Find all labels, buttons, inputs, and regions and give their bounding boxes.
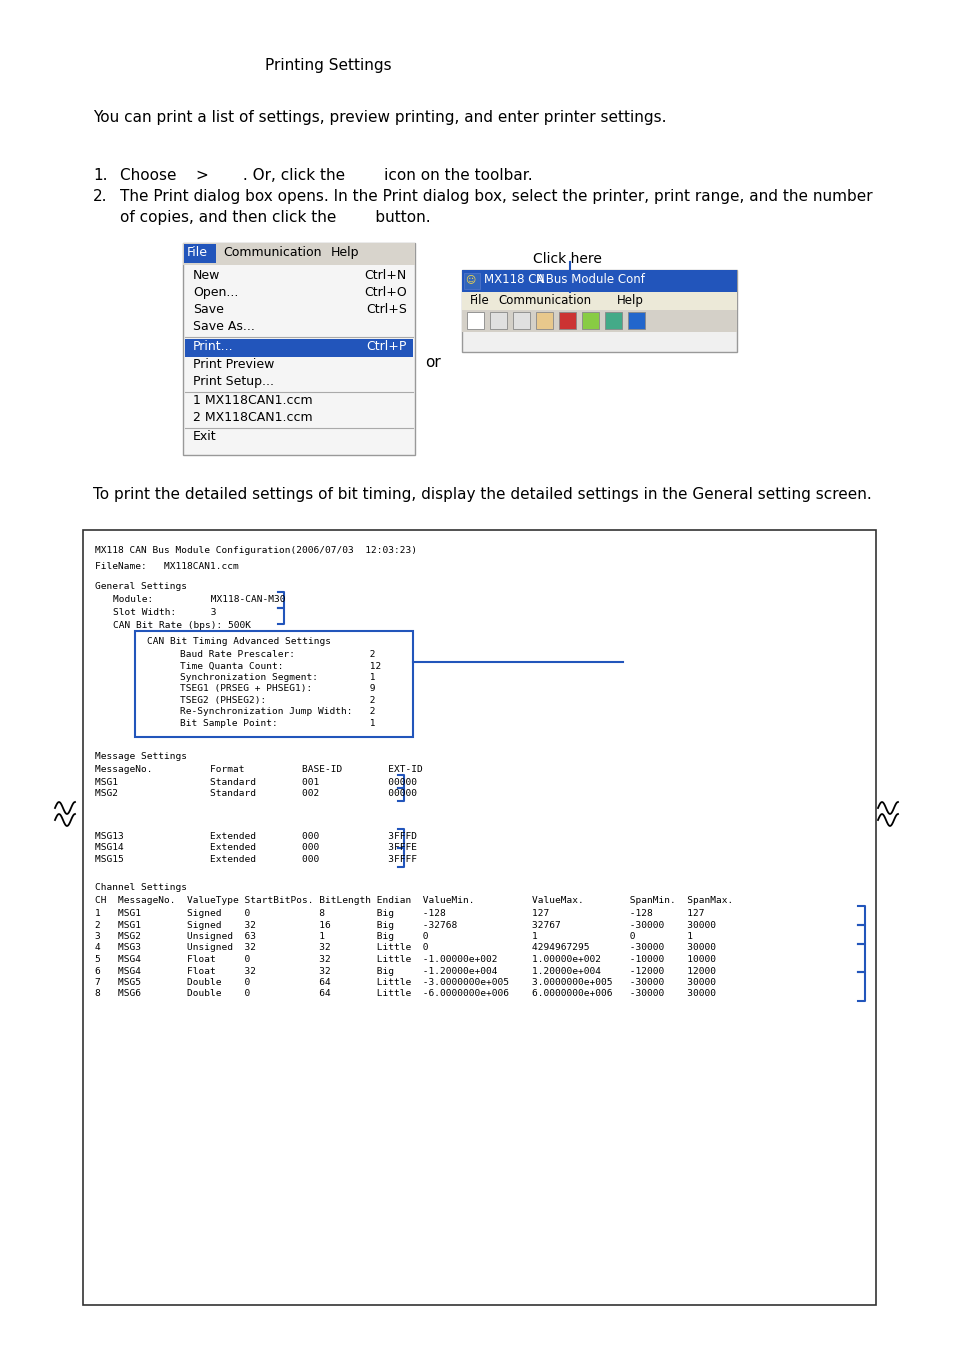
Text: Printing Settings: Printing Settings — [265, 58, 392, 73]
Text: Communication: Communication — [223, 246, 321, 259]
Text: Re-Synchronization Jump Width:   2: Re-Synchronization Jump Width: 2 — [157, 708, 375, 716]
Text: Choose    >       . Or, click the        icon on the toolbar.: Choose > . Or, click the icon on the too… — [120, 168, 532, 182]
Text: You can print a list of settings, preview printing, and enter printer settings.: You can print a list of settings, previe… — [92, 109, 666, 126]
Bar — [536, 312, 553, 330]
Text: MX118 CA: MX118 CA — [483, 273, 544, 286]
Text: Help: Help — [331, 246, 359, 259]
Bar — [581, 312, 598, 330]
Text: N: N — [536, 273, 544, 286]
Bar — [461, 270, 737, 292]
Text: Baud Rate Prescaler:             2: Baud Rate Prescaler: 2 — [157, 650, 375, 659]
Bar — [558, 312, 576, 330]
Text: Ctrl+S: Ctrl+S — [366, 303, 407, 316]
Text: Ctrl+P: Ctrl+P — [366, 340, 407, 353]
Text: MSG15               Extended        000            3FFFF: MSG15 Extended 000 3FFFF — [95, 855, 416, 865]
Text: Module:          MX118-CAN-M30: Module: MX118-CAN-M30 — [112, 594, 285, 604]
Text: 1.: 1. — [92, 168, 108, 182]
Text: Channel Settings: Channel Settings — [95, 884, 187, 892]
Text: 2   MSG1        Signed    32           16        Big     -32768             3276: 2 MSG1 Signed 32 16 Big -32768 3276 — [95, 920, 716, 929]
Text: Synchronization Segment:         1: Synchronization Segment: 1 — [157, 673, 375, 682]
Text: Help: Help — [617, 295, 643, 307]
Text: TSEG1 (PRSEG + PHSEG1):          9: TSEG1 (PRSEG + PHSEG1): 9 — [157, 685, 375, 693]
Text: Bus Module Conf: Bus Module Conf — [541, 273, 644, 286]
Text: Click here: Click here — [533, 253, 601, 266]
Bar — [461, 292, 737, 309]
Text: MessageNo.          Format          BASE-ID        EXT-ID: MessageNo. Format BASE-ID EXT-ID — [95, 765, 422, 774]
Bar — [185, 339, 413, 357]
Text: Exit: Exit — [193, 430, 216, 443]
Text: 1 MX118CAN1.ccm: 1 MX118CAN1.ccm — [193, 394, 313, 407]
Text: FileName:   MX118CAN1.ccm: FileName: MX118CAN1.ccm — [95, 562, 238, 571]
Bar — [467, 312, 483, 330]
Text: MSG1                Standard        001            00000: MSG1 Standard 001 00000 — [95, 778, 416, 788]
Text: 2.: 2. — [92, 189, 108, 204]
Text: Message Settings: Message Settings — [95, 753, 187, 761]
Text: Print Preview: Print Preview — [193, 358, 274, 372]
Bar — [461, 270, 737, 353]
Bar — [463, 273, 479, 289]
Bar — [135, 631, 413, 738]
Text: 1   MSG1        Signed    0            8         Big     -128               127 : 1 MSG1 Signed 0 8 Big -128 127 — [95, 909, 703, 917]
Text: Ctrl+O: Ctrl+O — [364, 286, 407, 299]
Text: To print the detailed settings of bit timing, display the detailed settings in t: To print the detailed settings of bit ti… — [92, 486, 871, 503]
Text: Print Setup...: Print Setup... — [193, 376, 274, 388]
Bar — [490, 312, 506, 330]
Text: Print...: Print... — [193, 340, 233, 353]
Text: 5   MSG4        Float     0            32        Little  -1.00000e+002      1.00: 5 MSG4 Float 0 32 Little -1.00000e+002 1… — [95, 955, 716, 965]
Text: MSG13               Extended        000            3FFFD: MSG13 Extended 000 3FFFD — [95, 832, 416, 842]
Text: Time Quanta Count:               12: Time Quanta Count: 12 — [157, 662, 381, 670]
Text: or: or — [424, 355, 440, 370]
Text: Bit Sample Point:                1: Bit Sample Point: 1 — [157, 719, 375, 728]
Text: MSG2                Standard        002            00000: MSG2 Standard 002 00000 — [95, 789, 416, 798]
Text: MX118 CAN Bus Module Configuration(2006/07/03  12:03:23): MX118 CAN Bus Module Configuration(2006/… — [95, 546, 416, 555]
Text: TSEG2 (PHSEG2):                  2: TSEG2 (PHSEG2): 2 — [157, 696, 375, 705]
Text: 8   MSG6        Double    0            64        Little  -6.0000000e+006    6.00: 8 MSG6 Double 0 64 Little -6.0000000e+00… — [95, 989, 716, 998]
Text: CAN Bit Rate (bps): 500K: CAN Bit Rate (bps): 500K — [112, 621, 251, 630]
Text: MSG14               Extended        000            3FFFE: MSG14 Extended 000 3FFFE — [95, 843, 416, 852]
Text: Open...: Open... — [193, 286, 238, 299]
Bar — [513, 312, 530, 330]
Bar — [604, 312, 621, 330]
Text: 2 MX118CAN1.ccm: 2 MX118CAN1.ccm — [193, 411, 313, 424]
Text: ☺: ☺ — [464, 274, 475, 284]
Text: File: File — [470, 295, 489, 307]
Bar — [461, 309, 737, 332]
Bar — [184, 245, 215, 263]
Text: CAN Bit Timing Advanced Settings: CAN Bit Timing Advanced Settings — [147, 638, 331, 646]
Text: 4   MSG3        Unsigned  32           32        Little  0                  4294: 4 MSG3 Unsigned 32 32 Little 0 4294 — [95, 943, 716, 952]
Text: New: New — [193, 269, 220, 282]
Text: Ctrl+N: Ctrl+N — [364, 269, 407, 282]
Text: 6   MSG4        Float     32           32        Big     -1.20000e+004      1.20: 6 MSG4 Float 32 32 Big -1.20000e+004 1.2… — [95, 966, 716, 975]
Text: 7   MSG5        Double    0            64        Little  -3.0000000e+005    3.00: 7 MSG5 Double 0 64 Little -3.0000000e+00… — [95, 978, 716, 988]
Bar — [83, 530, 875, 1305]
Text: 3   MSG2        Unsigned  63           1         Big     0                  1   : 3 MSG2 Unsigned 63 1 Big 0 1 — [95, 932, 692, 942]
Text: Save: Save — [193, 303, 224, 316]
Text: Communication: Communication — [497, 295, 591, 307]
Text: of copies, and then click the        button.: of copies, and then click the button. — [120, 209, 430, 226]
Text: The Print dialog box opens. In the Print dialog box, select the printer, print r: The Print dialog box opens. In the Print… — [120, 189, 872, 204]
Bar — [183, 243, 415, 455]
Text: File: File — [187, 246, 208, 259]
Text: Slot Width:      3: Slot Width: 3 — [112, 608, 216, 617]
Bar — [183, 243, 415, 265]
Text: General Settings: General Settings — [95, 582, 187, 590]
Text: CH  MessageNo.  ValueType StartBitPos. BitLength Endian  ValueMin.          Valu: CH MessageNo. ValueType StartBitPos. Bit… — [95, 896, 733, 905]
Text: Save As...: Save As... — [193, 320, 254, 332]
Bar — [627, 312, 644, 330]
